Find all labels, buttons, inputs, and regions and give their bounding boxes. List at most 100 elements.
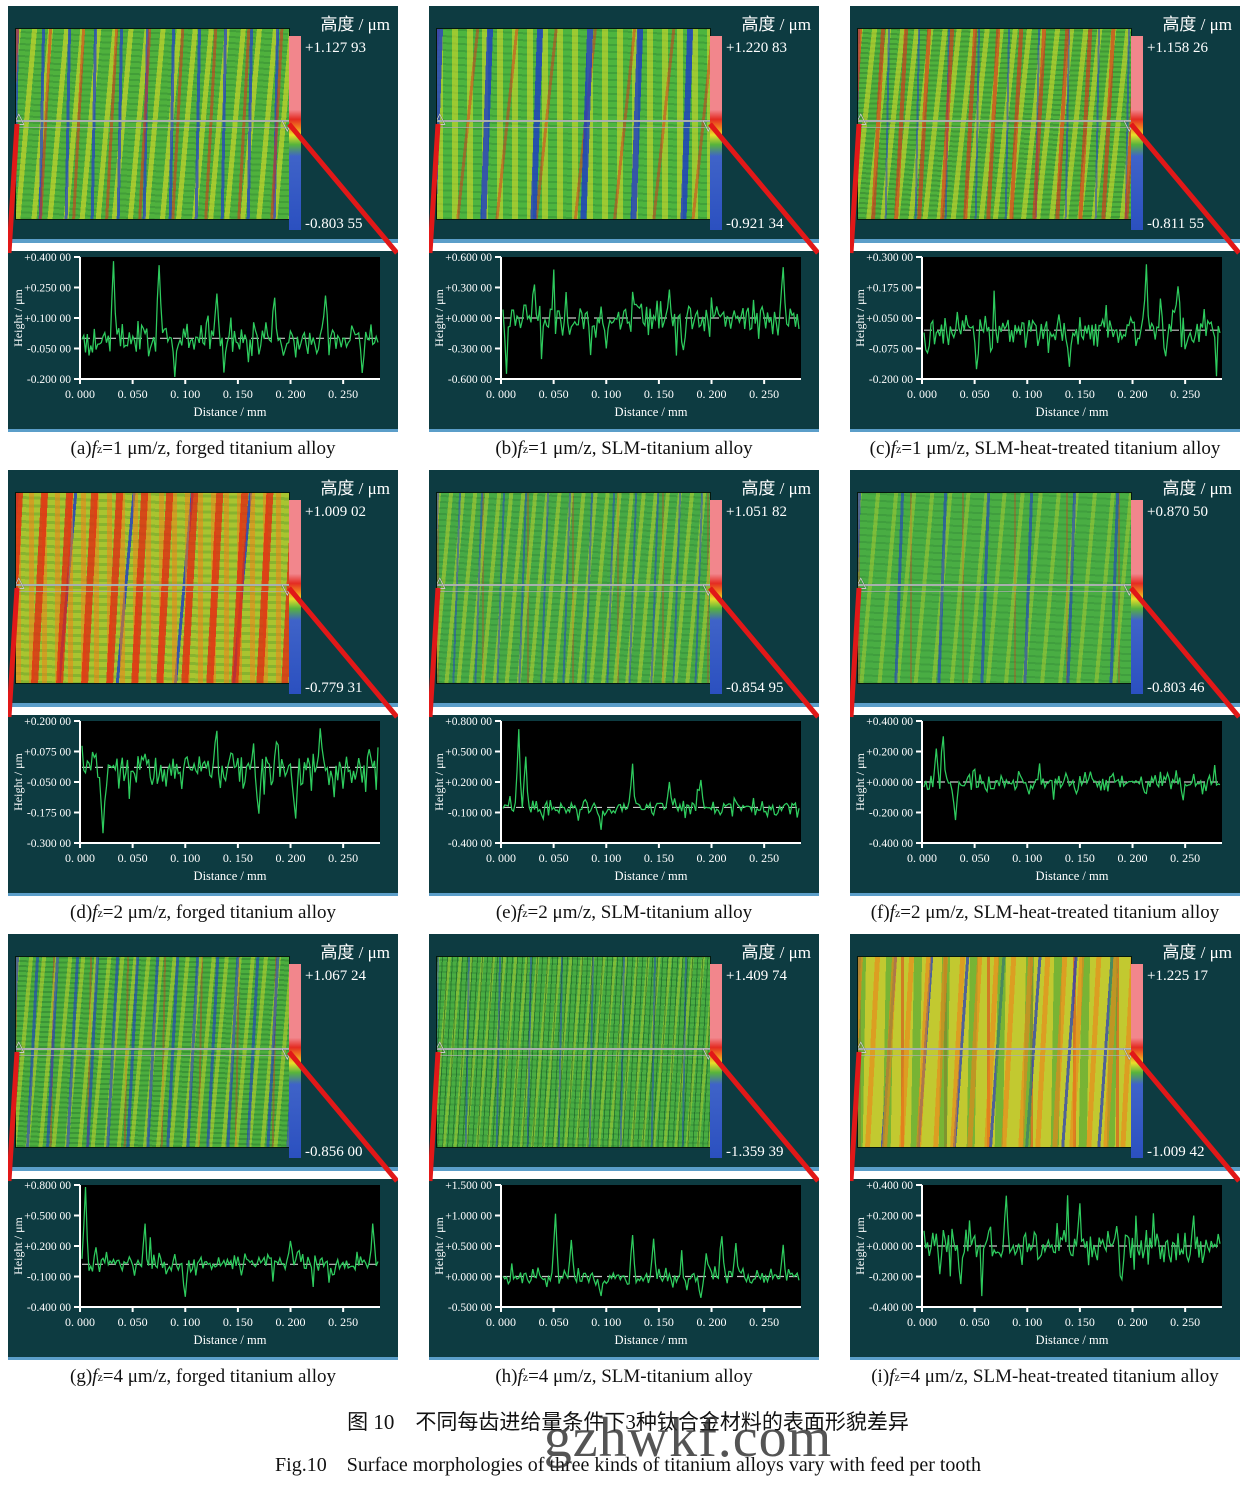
- svg-text:0. 200: 0. 200: [697, 387, 727, 401]
- measure-right-marker-icon: ▽: [281, 1046, 289, 1061]
- svg-text:0. 050: 0. 050: [960, 1315, 990, 1329]
- svg-text:0. 250: 0. 250: [1170, 387, 1200, 401]
- surface-height-map: △ ▽: [857, 28, 1132, 220]
- profile-chart-panel: +0.800 00 +0.500 00 +0.200 00 -0.100 00 -0.4…: [8, 1179, 398, 1360]
- panel-caption-symbol: f: [92, 902, 98, 923]
- svg-text:0. 000: 0. 000: [486, 387, 516, 401]
- svg-text:-0.100 00: -0.100 00: [27, 1272, 71, 1284]
- colorbar-min-label: -0.854 95: [726, 680, 784, 696]
- svg-text:0. 250: 0. 250: [749, 1315, 779, 1329]
- watermark: gzhwkf.com: [543, 1407, 833, 1469]
- profile-chart-panel: +0.400 00 +0.200 00 +0.000 00 -0.200 00 -0.4…: [850, 715, 1240, 896]
- svg-text:0. 200: 0. 200: [1118, 1315, 1148, 1329]
- colorbar-title: 高度 / μm: [320, 943, 390, 962]
- measure-right-marker-icon: ▽: [1123, 582, 1131, 597]
- profile-chart-panel: +0.600 00 +0.300 00 +0.000 00 -0.300 00 -0.6…: [429, 251, 819, 432]
- colorbar-min-label: -0.811 55: [1147, 216, 1204, 232]
- surface-map-panel: 高度 / μm △ ▽ +1.409 74 -1.359 39: [429, 934, 819, 1171]
- panel-caption-subscript: z: [522, 441, 529, 456]
- figure-panel: 高度 / μm △ ▽ +1.220 83 -0.921 34 +0.600 0…: [429, 6, 819, 466]
- figure-panel: 高度 / μm △ ▽ +1.009 02 -0.779 31 +0.200 0…: [8, 470, 398, 930]
- profile-chart-panel: +0.200 00 +0.075 00 -0.050 00 -0.175 00 -0.3…: [8, 715, 398, 896]
- height-profile-chart: +0.400 00 +0.200 00 +0.000 00 -0.200 00 -0.4…: [853, 716, 1222, 883]
- svg-text:-0.175 00: -0.175 00: [27, 808, 71, 820]
- svg-text:+0.175 00: +0.175 00: [866, 283, 913, 295]
- measure-right-marker-icon: ▽: [702, 582, 710, 597]
- svg-text:Height / μm: Height / μm: [853, 288, 867, 346]
- measure-left-marker-icon: △: [16, 1039, 25, 1054]
- panel-caption-subscript: z: [97, 905, 103, 920]
- height-profile-chart: +0.300 00 +0.175 00 +0.050 00 -0.075 00 -0.2…: [853, 252, 1222, 419]
- panel-caption-suffix: =2 μm/z, forged titanium alloy: [102, 902, 336, 923]
- measure-left-marker-icon: △: [437, 575, 446, 590]
- measure-line: △ ▽: [437, 1039, 710, 1061]
- measure-left-marker-icon: △: [858, 111, 867, 126]
- panel-caption-suffix: =1 μm/z, SLM-titanium alloy: [528, 438, 753, 459]
- surface-map-panel: 高度 / μm △ ▽ +1.220 83 -0.921 34: [429, 6, 819, 243]
- height-colorbar: [289, 500, 301, 694]
- measure-line: △ ▽: [16, 1039, 289, 1061]
- colorbar-max-label: +0.870 50: [1147, 504, 1208, 520]
- panel-caption-subscript: z: [522, 905, 528, 920]
- figure-panel: 高度 / μm △ ▽ +1.225 17 -1.009 42 +0.400 0…: [850, 934, 1240, 1394]
- panel-caption-prefix: (h): [495, 1366, 518, 1387]
- svg-text:+0.500 00: +0.500 00: [445, 747, 492, 759]
- svg-text:0. 250: 0. 250: [749, 851, 779, 865]
- figure-panel: 高度 / μm △ ▽ +1.127 93 -0.803 55 +0.400 0…: [8, 6, 398, 466]
- svg-text:+0.500 00: +0.500 00: [445, 1241, 492, 1253]
- svg-text:Height / μm: Height / μm: [432, 752, 446, 810]
- svg-text:Height / μm: Height / μm: [853, 752, 867, 810]
- svg-text:+0.300 00: +0.300 00: [445, 283, 492, 295]
- svg-text:0. 200: 0. 200: [1118, 387, 1148, 401]
- colorbar-title: 高度 / μm: [1162, 479, 1232, 498]
- profile-chart-panel: +0.400 00 +0.250 00 +0.100 00 -0.050 00 -0.2…: [8, 251, 398, 432]
- svg-text:0. 150: 0. 150: [644, 851, 674, 865]
- panel-caption-suffix: =4 μm/z, forged titanium alloy: [102, 1366, 336, 1387]
- figure-panel: 高度 / μm △ ▽ +0.870 50 -0.803 46 +0.400 0…: [850, 470, 1240, 930]
- panel-caption-prefix: (a): [70, 438, 92, 459]
- svg-text:0. 050: 0. 050: [118, 1315, 148, 1329]
- height-colorbar: [289, 36, 301, 230]
- measure-line: △ ▽: [437, 575, 710, 597]
- panel-caption-suffix: =4 μm/z, SLM-titanium alloy: [528, 1366, 753, 1387]
- svg-text:+0.200 00: +0.200 00: [24, 716, 71, 728]
- svg-text:Distance / mm: Distance / mm: [615, 869, 688, 883]
- measure-right-marker-icon: ▽: [702, 1046, 710, 1061]
- colorbar-max-label: +1.067 24: [305, 968, 366, 984]
- svg-text:+0.300 00: +0.300 00: [866, 252, 913, 264]
- panel-caption: (h) f z =4 μm/z, SLM-titanium alloy: [429, 1360, 819, 1394]
- panel-caption-subscript: z: [896, 441, 902, 456]
- colorbar-title: 高度 / μm: [1162, 943, 1232, 962]
- colorbar-title: 高度 / μm: [741, 943, 811, 962]
- panel-caption-suffix: =1 μm/z, SLM-heat-treated titanium alloy: [901, 438, 1221, 459]
- svg-text:Height / μm: Height / μm: [11, 1216, 25, 1274]
- svg-text:+0.500 00: +0.500 00: [24, 1211, 71, 1223]
- height-colorbar: [710, 36, 722, 230]
- measure-left-marker-icon: △: [16, 111, 25, 126]
- colorbar-min-label: -0.779 31: [305, 680, 363, 696]
- surface-map-panel: 高度 / μm △ ▽ +1.067 24 -0.856 00: [8, 934, 398, 1171]
- svg-text:-0.050 00: -0.050 00: [27, 344, 71, 356]
- measure-left-marker-icon: △: [437, 1039, 446, 1054]
- panel-caption: (c) f z =1 μm/z, SLM-heat-treated titani…: [850, 432, 1240, 466]
- panel-caption-prefix: (b): [495, 438, 518, 459]
- measure-left-marker-icon: △: [437, 111, 446, 126]
- svg-text:0. 000: 0. 000: [907, 851, 937, 865]
- svg-text:0. 200: 0. 200: [1118, 851, 1148, 865]
- svg-text:+0.400 00: +0.400 00: [866, 716, 913, 728]
- svg-text:-0.200 00: -0.200 00: [869, 1272, 913, 1284]
- svg-text:Distance / mm: Distance / mm: [1036, 869, 1109, 883]
- svg-text:-0.075 00: -0.075 00: [869, 344, 913, 356]
- svg-text:-0.300 00: -0.300 00: [27, 838, 71, 850]
- height-profile-chart: +0.200 00 +0.075 00 -0.050 00 -0.175 00 -0.3…: [11, 716, 380, 883]
- svg-text:0. 250: 0. 250: [328, 851, 358, 865]
- svg-text:0. 150: 0. 150: [644, 1315, 674, 1329]
- svg-text:+1.500 00: +1.500 00: [445, 1180, 492, 1192]
- height-profile-chart: +0.400 00 +0.200 00 +0.000 00 -0.200 00 -0.4…: [853, 1180, 1222, 1347]
- svg-text:+0.100 00: +0.100 00: [24, 313, 71, 325]
- svg-text:-0.200 00: -0.200 00: [869, 374, 913, 386]
- svg-text:0. 100: 0. 100: [1012, 851, 1042, 865]
- surface-map-panel: 高度 / μm △ ▽ +1.009 02 -0.779 31: [8, 470, 398, 707]
- colorbar-title: 高度 / μm: [320, 15, 390, 34]
- colorbar-max-label: +1.158 26: [1147, 40, 1208, 56]
